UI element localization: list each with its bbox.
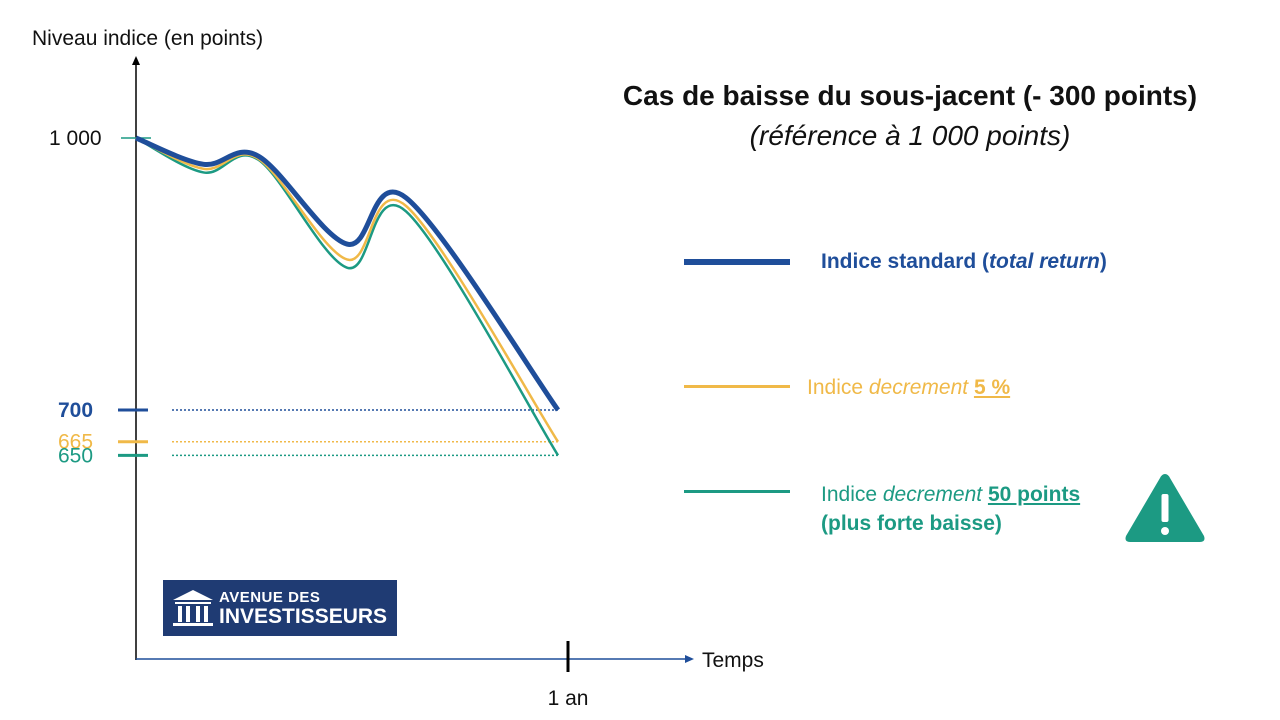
legend-standard: Indice standard (total return) [821,250,1107,274]
legend-line-decrement-pct [684,385,790,388]
chart-subtitle: (référence à 1 000 points) [749,120,1071,151]
legend-line-decrement-pts [684,490,790,493]
chart-title: Cas de baisse du sous-jacent (- 300 poin… [622,80,1198,111]
legend-pts-line2: (plus forte baisse) [821,512,1002,535]
logo-line1: AVENUE DES [219,589,321,606]
legend-pct-em: decrement [868,376,969,399]
legend-pts-em: decrement [882,483,983,506]
legend-standard-text: Indice standard ( [821,250,990,273]
series-line-standard [135,135,561,412]
logo-line2: INVESTISSEURS [219,605,388,628]
warning-triangle-icon [1125,474,1205,542]
legend-line-standard [684,259,790,265]
legend-standard-em: total return [989,250,1100,273]
series-line-decrement_pct [135,136,560,443]
x-tick-label: 1 an [548,687,589,710]
y-tick-label-0: 1 000 [49,127,102,150]
x-axis-label: Temps [702,649,764,672]
y-axis-label: Niveau indice (en points) [32,27,263,50]
temple-icon [173,590,213,626]
y-tick-label-1: 700 [58,399,93,422]
legend-decrement-pts: Indice decrement 50 points (plus forte b… [821,480,1080,538]
y-tick-label-3: 650 [58,444,93,467]
legend-standard-close: ) [1099,250,1107,273]
legend-decrement-pct: Indice decrement 5 % [807,376,1010,400]
series-line-decrement_pts [135,136,560,456]
legend-pts-text: Indice [821,483,883,506]
y-tick-label-2: 665 [58,431,93,454]
legend-pct-value: 5 % [973,376,1011,399]
legend-pts-value: 50 points [987,483,1081,506]
logo: AVENUE DES INVESTISSEURS [163,580,397,636]
legend-pct-text: Indice [807,376,869,399]
